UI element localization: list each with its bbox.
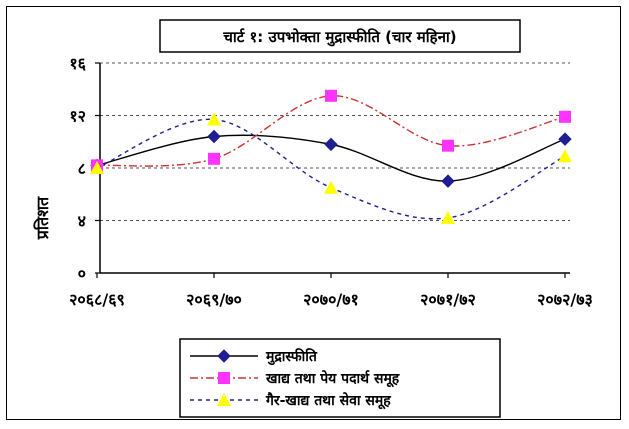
gridlines (100, 62, 570, 221)
chart-title-box (159, 19, 521, 53)
legend-label-1: खाद्य तथा पेय पदार्थ समूह (265, 370, 400, 388)
legend-marker-0 (217, 349, 231, 363)
series-2-point-4 (558, 149, 572, 163)
y-axis-label: प्रतिशत (33, 196, 52, 240)
x-tick-label-4: २०७२/७३ (537, 290, 593, 309)
y-tick-label-3: १२ (69, 107, 86, 126)
legend-label-2: गैर-खाद्य तथा सेवा समूह (265, 392, 391, 410)
chart-title: चार्ट १: उपभोक्ता मुद्रास्फीति (चार महिन… (222, 28, 456, 47)
series-line-1 (96, 95, 566, 167)
series-0-point-2 (324, 137, 338, 152)
x-tick-label-2: २०७०/७१ (303, 290, 359, 309)
legend-marker-1 (218, 372, 230, 384)
y-tick-label-1: ४ (78, 212, 86, 231)
x-tick-label-3: २०७१/७२ (420, 290, 476, 309)
series-0-point-4 (558, 132, 572, 146)
x-tick-label-0: २०६८/६९ (69, 290, 125, 309)
series-lines (90, 89, 572, 224)
y-tick-label-4: १६ (69, 54, 86, 73)
legend: मुद्रास्फीति खाद्य तथा पेय पदार्थ समूह गैर… (190, 348, 400, 410)
series-2-point-0 (90, 161, 104, 174)
series-line-2 (96, 118, 566, 220)
series-0-point-3 (441, 174, 455, 188)
series-2-point-1 (207, 112, 221, 126)
series-0-point-1 (207, 129, 221, 144)
x-tick-label-1: २०६९/७० (186, 290, 242, 309)
series-2-point-2 (324, 180, 338, 194)
series-1-point-4 (559, 110, 571, 123)
series-1-point-3 (442, 139, 454, 152)
y-tick-label-2: ८ (78, 159, 86, 178)
series-1-point-2 (325, 89, 337, 102)
y-tick-label-0: ० (78, 264, 86, 283)
legend-label-0: मुद्रास्फीति (265, 348, 318, 366)
tick-labels: ० ४ ८ १२ १६ २०६८/६९ २०६९/७० २०७०/७१ २०७१/७२ २०७२/… (69, 54, 593, 309)
series-1-point-1 (208, 152, 220, 165)
legend-marker-2 (217, 393, 231, 406)
series-2-point-3 (441, 210, 455, 224)
